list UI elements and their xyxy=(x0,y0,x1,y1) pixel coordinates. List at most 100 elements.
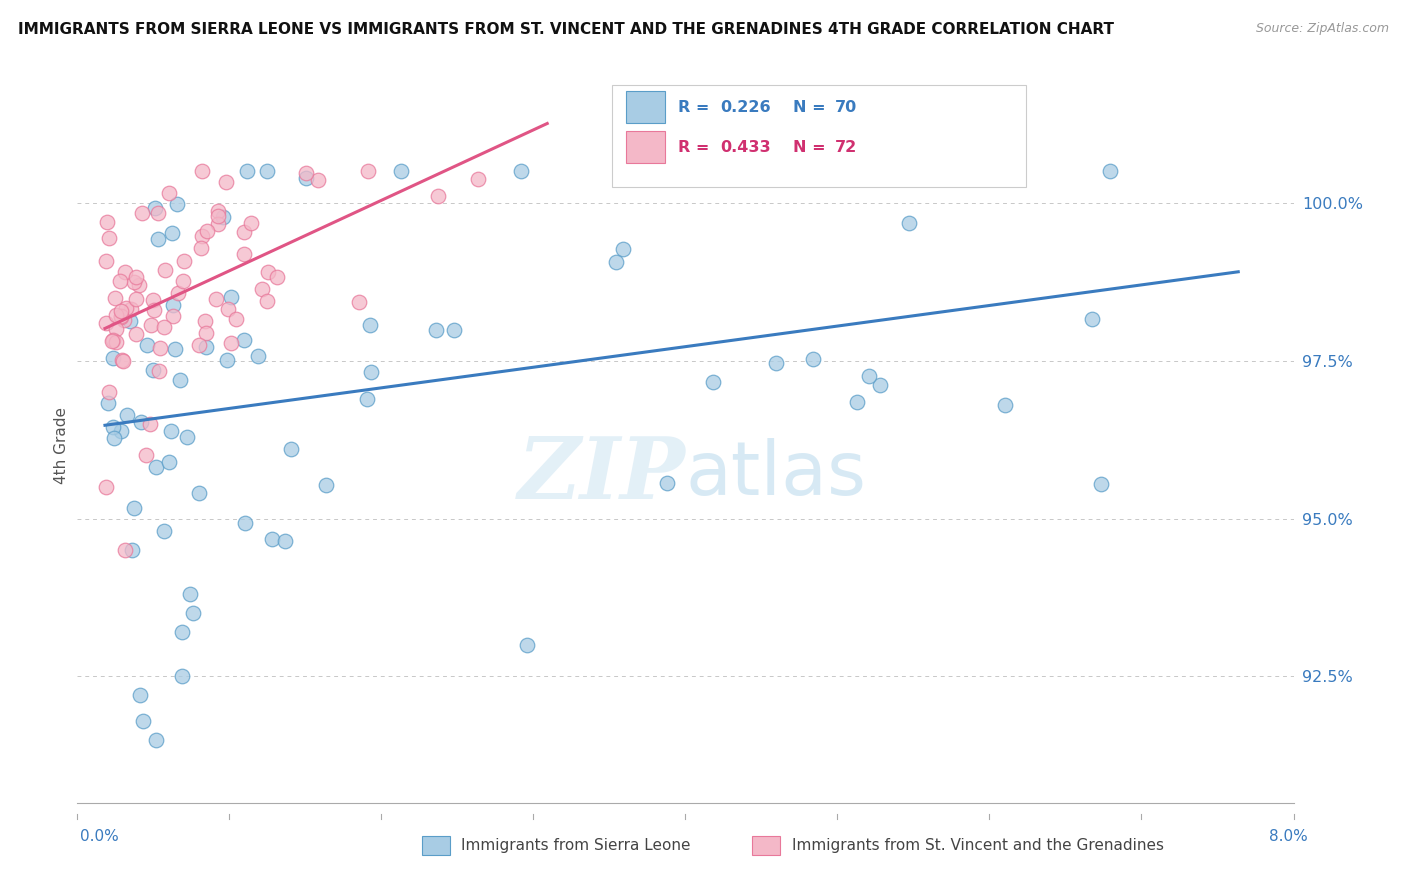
Point xyxy=(172,274,194,288)
Point xyxy=(207,203,229,218)
Point xyxy=(105,308,128,322)
Point xyxy=(247,349,270,363)
Point xyxy=(146,206,169,220)
Point xyxy=(236,164,259,178)
Point xyxy=(280,442,302,456)
Point xyxy=(356,392,378,406)
Point xyxy=(207,210,229,224)
Point xyxy=(125,269,148,284)
Point xyxy=(105,321,128,335)
Point xyxy=(204,292,226,306)
Point xyxy=(614,164,637,178)
Point xyxy=(153,263,176,277)
Point xyxy=(191,164,214,178)
Point xyxy=(143,201,166,215)
Point xyxy=(112,353,135,368)
Point xyxy=(139,417,162,431)
Point xyxy=(360,366,382,380)
Point xyxy=(765,356,787,370)
Point xyxy=(307,173,329,187)
Text: R =: R = xyxy=(678,100,714,114)
Point xyxy=(256,265,278,279)
Point xyxy=(145,732,167,747)
Point xyxy=(114,301,136,316)
Text: 8.0%: 8.0% xyxy=(1268,830,1308,844)
Point xyxy=(131,714,153,728)
Point xyxy=(173,254,195,268)
Point xyxy=(295,166,318,180)
Point xyxy=(103,333,125,347)
Text: R =: R = xyxy=(678,140,714,154)
Point xyxy=(170,669,193,683)
Point xyxy=(166,197,188,211)
Point xyxy=(295,170,318,185)
Point xyxy=(101,334,124,348)
Point xyxy=(110,310,132,324)
Point xyxy=(105,335,128,350)
Text: Immigrants from Sierra Leone: Immigrants from Sierra Leone xyxy=(461,838,690,853)
Point xyxy=(163,342,186,356)
Point xyxy=(233,333,256,347)
Text: atlas: atlas xyxy=(686,438,866,511)
Text: 0.433: 0.433 xyxy=(720,140,770,154)
Text: Source: ZipAtlas.com: Source: ZipAtlas.com xyxy=(1256,22,1389,36)
Text: N =: N = xyxy=(793,100,831,114)
Point xyxy=(215,175,238,189)
Point xyxy=(121,542,143,557)
Point xyxy=(135,338,157,352)
Point xyxy=(869,378,891,392)
Point xyxy=(96,316,118,330)
Point xyxy=(356,164,378,178)
Point xyxy=(149,341,172,355)
Point xyxy=(162,309,184,323)
Point xyxy=(195,340,218,354)
Point xyxy=(170,625,193,640)
Point xyxy=(125,326,148,341)
Point xyxy=(160,226,183,240)
Point xyxy=(703,164,725,178)
Point xyxy=(235,516,257,531)
Point xyxy=(443,323,465,337)
Text: 0.0%: 0.0% xyxy=(80,830,120,844)
Point xyxy=(128,689,150,703)
Point xyxy=(612,242,634,256)
Point xyxy=(97,385,120,400)
Point xyxy=(516,638,538,652)
Point xyxy=(145,460,167,475)
Point xyxy=(994,398,1017,412)
Text: 72: 72 xyxy=(835,140,858,154)
Point xyxy=(115,408,138,422)
Point xyxy=(207,218,229,232)
Point xyxy=(702,375,724,389)
Point xyxy=(114,543,136,558)
Point xyxy=(129,415,152,429)
Point xyxy=(111,353,134,368)
Point xyxy=(389,164,412,178)
Point xyxy=(194,326,217,340)
Text: 70: 70 xyxy=(835,100,858,114)
Text: 0.226: 0.226 xyxy=(720,100,770,114)
Point xyxy=(194,314,217,328)
Point xyxy=(232,225,254,239)
Point xyxy=(142,363,165,377)
Point xyxy=(240,216,263,230)
Point xyxy=(467,172,489,186)
Point xyxy=(110,304,132,318)
Point xyxy=(157,455,180,469)
Point xyxy=(256,293,278,308)
Point xyxy=(233,247,256,261)
Point xyxy=(108,274,131,288)
Point xyxy=(162,298,184,312)
Point xyxy=(112,313,135,327)
Point xyxy=(131,206,153,220)
Point xyxy=(347,294,370,309)
Text: ZIP: ZIP xyxy=(517,433,686,516)
Text: IMMIGRANTS FROM SIERRA LEONE VS IMMIGRANTS FROM ST. VINCENT AND THE GRENADINES 4: IMMIGRANTS FROM SIERRA LEONE VS IMMIGRAN… xyxy=(18,22,1115,37)
Point xyxy=(801,352,824,367)
Text: N =: N = xyxy=(793,140,831,154)
Point xyxy=(110,424,132,438)
Point xyxy=(110,309,132,323)
Point xyxy=(142,303,165,318)
Point xyxy=(274,534,297,549)
Point xyxy=(262,532,284,546)
